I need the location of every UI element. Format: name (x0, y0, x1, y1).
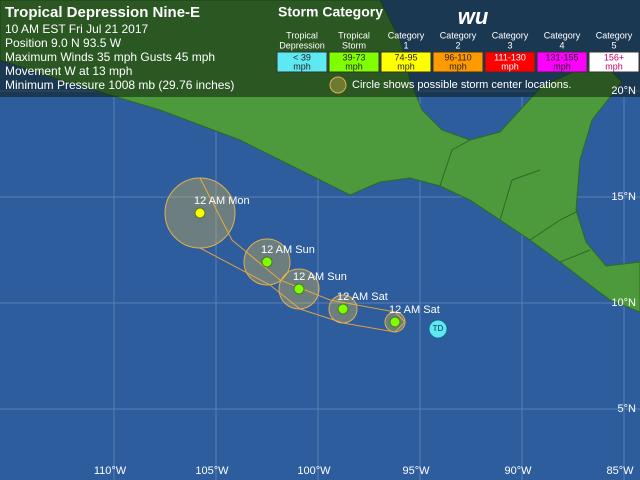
current-storm: TD (428, 319, 448, 339)
forecast-point (194, 207, 206, 219)
circle-icon (329, 76, 347, 94)
title: Tropical Depression Nine-E (5, 4, 200, 21)
category-name: Category (544, 30, 581, 40)
longitude-label: 110°W (94, 465, 127, 477)
legend-title: Storm Category (278, 4, 383, 20)
latitude-label: 5°N (618, 403, 637, 415)
forecast-label: 12 AM Sun (293, 271, 347, 283)
longitude-label: 105°W (195, 465, 229, 477)
forecast-label: 12 AM Sat (389, 304, 440, 316)
category-name: Category (388, 30, 425, 40)
category-range: 39-73 (342, 52, 365, 62)
info-line: Position 9.0 N 93.5 W (5, 36, 122, 50)
category-range: mph (553, 61, 571, 71)
longitude-label: 85°W (606, 465, 634, 477)
forecast-point (389, 316, 401, 328)
forecast-point (293, 283, 305, 295)
category-range: mph (397, 61, 415, 71)
category-range: mph (449, 61, 467, 71)
logo: wu (458, 4, 489, 29)
category-name: Tropical (338, 30, 370, 40)
storm-label: TD (433, 324, 444, 333)
category-range: 156+ (604, 52, 624, 62)
latitude-label: 10°N (611, 297, 636, 309)
legend-note: Circle shows possible storm center locat… (352, 79, 571, 91)
category-name: Category (492, 30, 529, 40)
category-name: Tropical (286, 30, 318, 40)
latitude-label: 15°N (611, 191, 636, 203)
info-line: Maximum Winds 35 mph Gusts 45 mph (5, 50, 215, 64)
forecast-point (337, 303, 349, 315)
latitude-label: 20°N (611, 85, 636, 97)
category-name: Storm (342, 40, 366, 50)
borders (439, 139, 591, 263)
category-swatch (432, 51, 484, 73)
category-swatch (276, 51, 328, 73)
forecast-point (261, 256, 273, 268)
category-name: 4 (559, 40, 564, 50)
category-range: mph (605, 61, 623, 71)
category-name: 3 (507, 40, 512, 50)
category-range: mph (345, 61, 363, 71)
category-range: 111-130 (494, 52, 526, 62)
forecast-label: 12 AM Mon (194, 195, 250, 207)
category-swatch (380, 51, 432, 73)
category-range: 74-95 (394, 52, 417, 62)
category-range: < 39 (293, 52, 311, 62)
category-range: mph (501, 61, 519, 71)
category-range: 131-155 (545, 52, 578, 62)
longitude-label: 90°W (504, 465, 532, 477)
category-name: 5 (611, 40, 616, 50)
category-swatch (536, 51, 588, 73)
category-name: Category (596, 30, 633, 40)
forecast-label: 12 AM Sat (337, 291, 388, 303)
header-panel (0, 0, 640, 97)
category-swatch (588, 51, 640, 73)
category-swatch (328, 51, 380, 73)
info-line: 10 AM EST Fri Jul 21 2017 (5, 22, 149, 36)
category-name: Category (440, 30, 477, 40)
category-range: mph (293, 61, 311, 71)
longitude-label: 95°W (402, 465, 430, 477)
category-swatch (484, 51, 536, 73)
forecast-label: 12 AM Sun (261, 244, 315, 256)
info-line: Minimum Pressure 1008 mb (29.76 inches) (5, 78, 234, 92)
info-line: Movement W at 13 mph (5, 64, 132, 78)
longitude-label: 100°W (297, 465, 331, 477)
category-range: 96-110 (444, 52, 471, 62)
category-name: 2 (455, 40, 460, 50)
category-name: 1 (403, 40, 408, 50)
category-name: Depression (279, 40, 325, 50)
